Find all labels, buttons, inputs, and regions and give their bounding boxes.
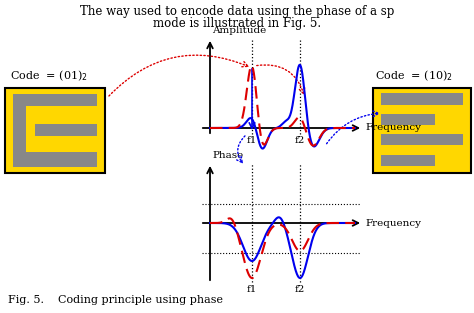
Bar [381,134,463,145]
Text: Code  = (10)$_2$: Code = (10)$_2$ [375,69,453,83]
Bar [13,94,97,106]
Text: f1: f1 [247,285,257,294]
Text: f2: f2 [295,136,305,145]
Bar [381,94,463,105]
Bar [381,114,435,125]
Bar [373,88,471,172]
Text: Code  = (01)$_2$: Code = (01)$_2$ [10,69,88,83]
Text: f1: f1 [247,136,257,145]
Text: f2: f2 [295,285,305,294]
Bar [381,155,435,166]
Text: mode is illustrated in Fig. 5.: mode is illustrated in Fig. 5. [153,17,321,30]
Text: Phase: Phase [212,151,243,160]
Text: Amplitude: Amplitude [212,26,266,35]
Text: Fig. 5.    Coding principle using phase: Fig. 5. Coding principle using phase [8,295,223,305]
Bar [5,88,105,172]
Bar [13,94,26,167]
Text: Frequency: Frequency [365,218,421,228]
Bar [13,124,97,136]
Bar [26,108,35,152]
Text: Frequency: Frequency [365,124,421,132]
Bar [13,152,97,167]
Text: The way used to encode data using the phase of a sp: The way used to encode data using the ph… [80,5,394,18]
